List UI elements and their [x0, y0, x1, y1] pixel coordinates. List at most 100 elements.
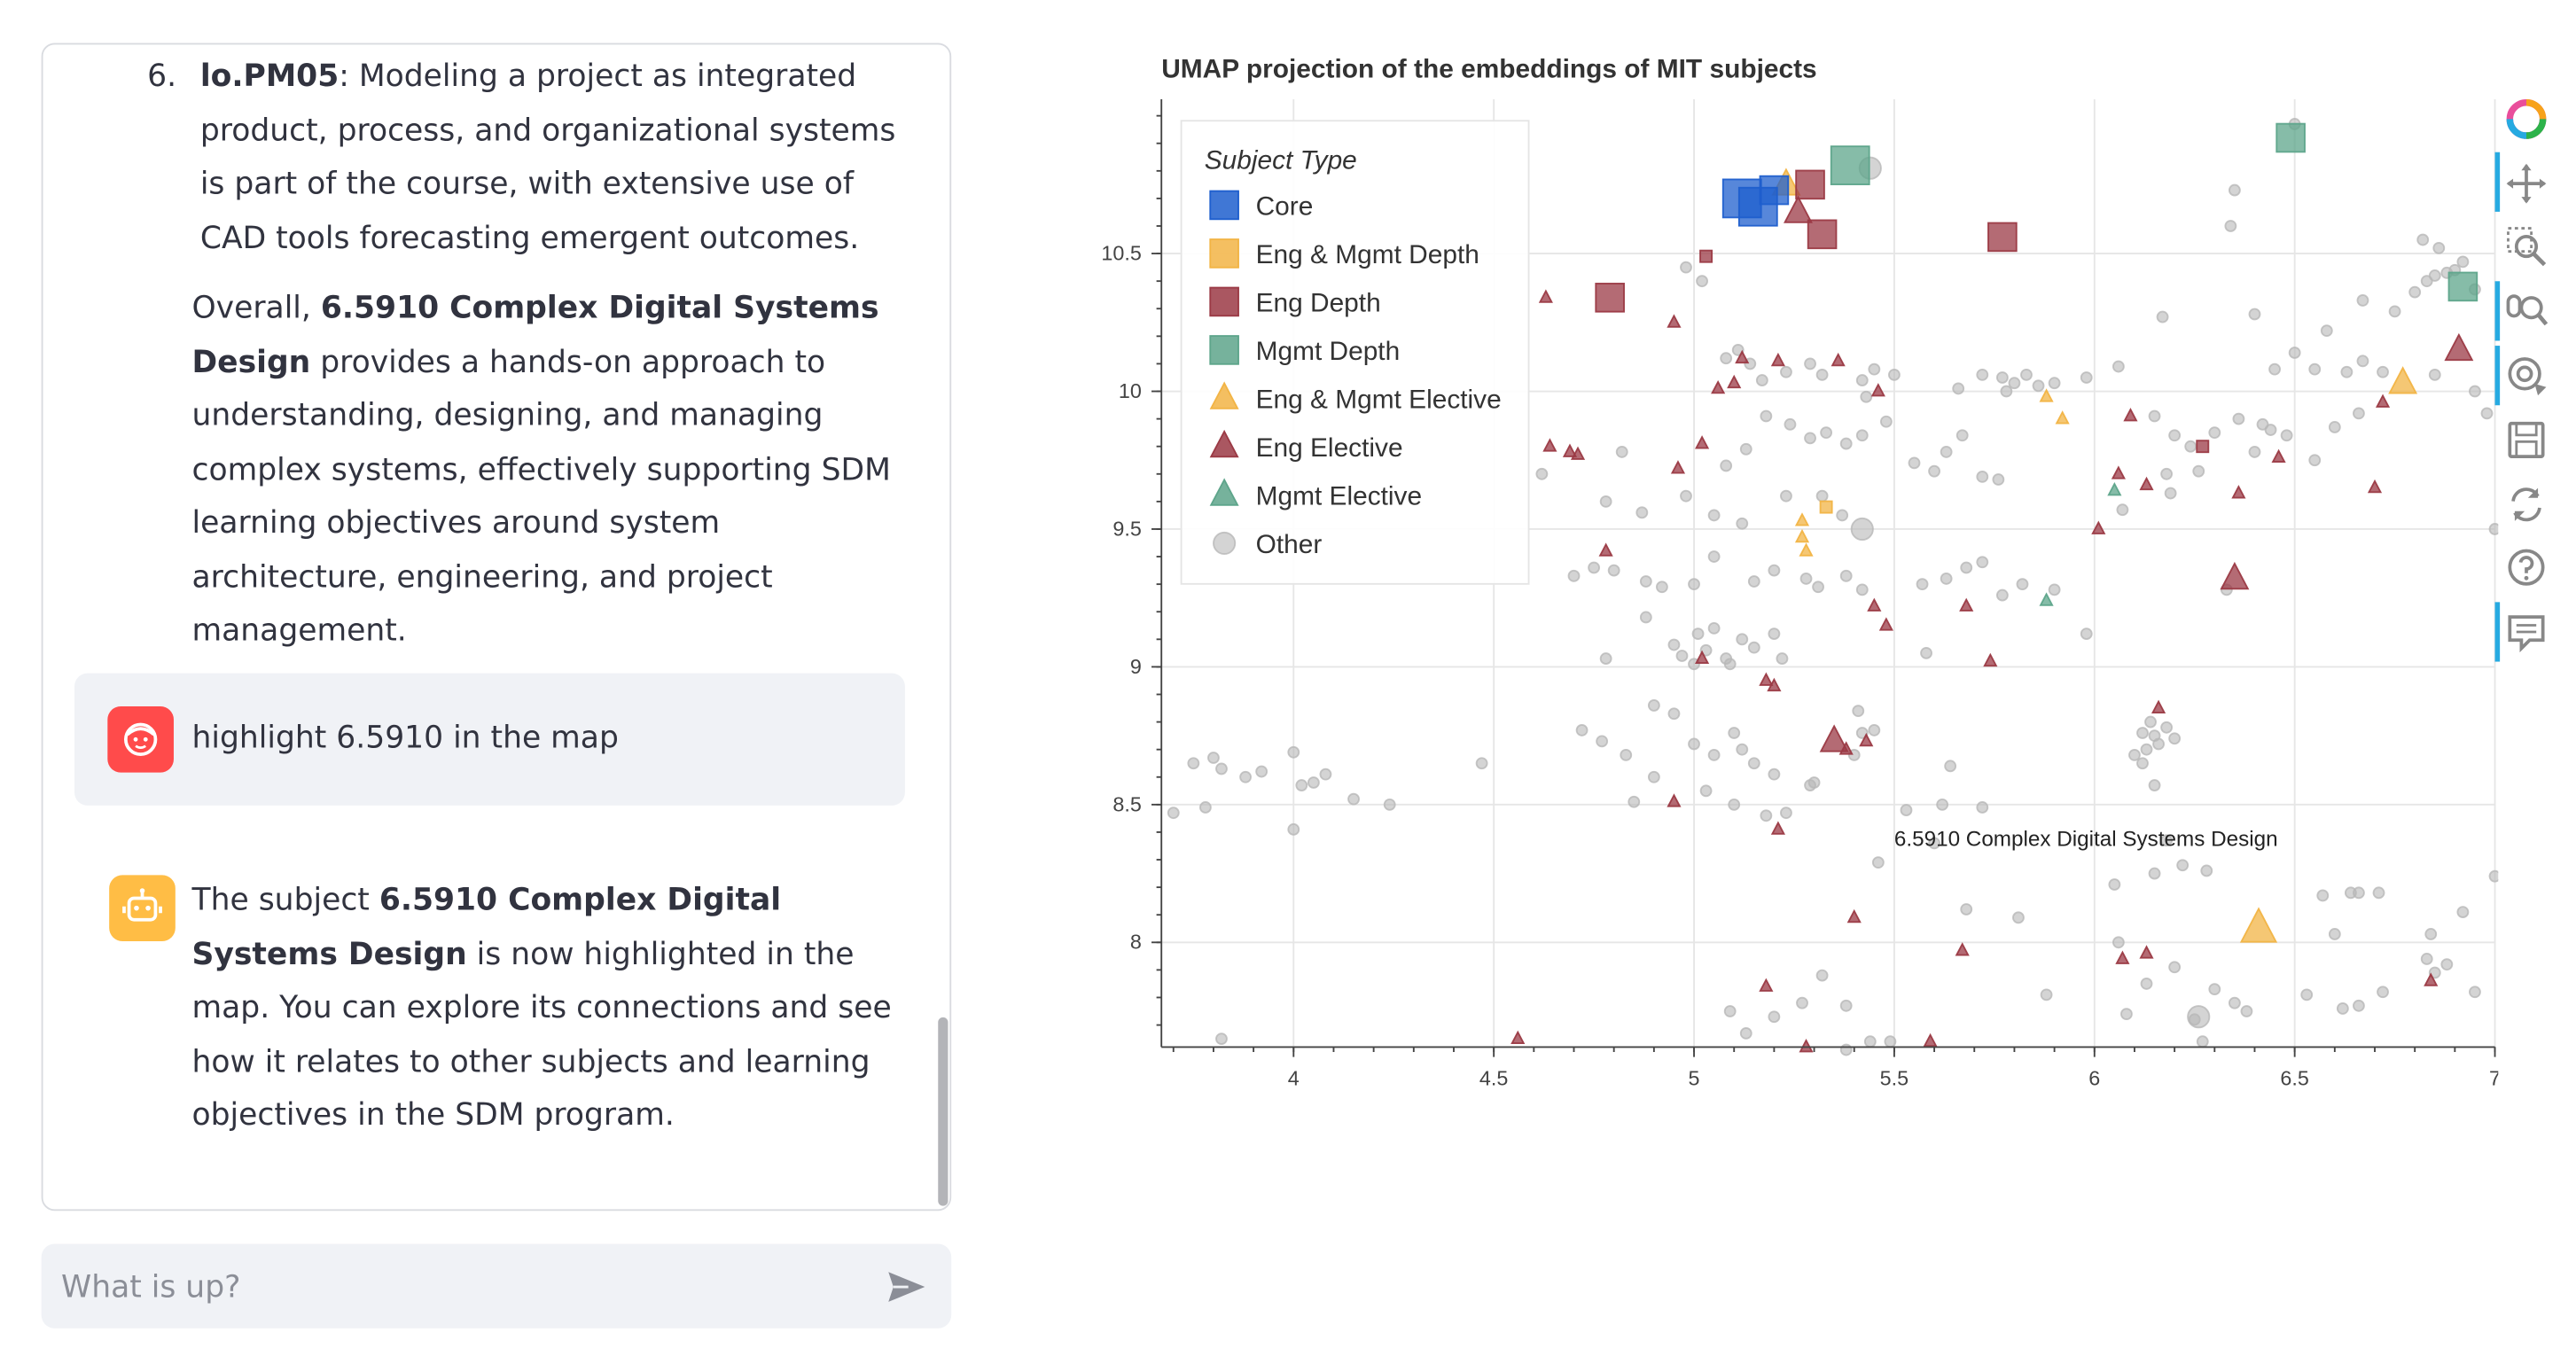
point-other[interactable]: [1804, 357, 1816, 370]
point-other[interactable]: [2032, 379, 2045, 393]
point-other[interactable]: [1815, 489, 1829, 503]
point-other[interactable]: [1720, 459, 1733, 472]
wheel-zoom-icon[interactable]: [2502, 286, 2551, 336]
point-other[interactable]: [1995, 588, 2009, 602]
point-other[interactable]: [2432, 241, 2446, 254]
point-other[interactable]: [1723, 658, 1737, 671]
point-other[interactable]: [2016, 578, 2029, 591]
point-eng-mgmt-elective[interactable]: [1794, 528, 1810, 543]
point-eng-elective[interactable]: [1735, 349, 1750, 364]
point-eng-depth[interactable]: [1987, 222, 2018, 253]
point-other[interactable]: [1198, 801, 1212, 814]
point-eng-elective[interactable]: [2220, 561, 2250, 590]
point-other[interactable]: [2340, 365, 2354, 378]
point-other[interactable]: [1680, 261, 1692, 274]
point-eng-elective[interactable]: [2231, 485, 2246, 499]
point-eng-elective[interactable]: [2115, 950, 2130, 964]
point-other[interactable]: [2268, 362, 2281, 376]
point-other[interactable]: [1319, 768, 1332, 781]
point-other[interactable]: [2224, 220, 2237, 232]
point-other[interactable]: [1916, 578, 1929, 591]
point-other[interactable]: [2140, 743, 2153, 756]
point-other[interactable]: [1667, 707, 1681, 721]
point-other[interactable]: [2388, 305, 2401, 318]
point-other[interactable]: [1976, 470, 1989, 483]
point-other[interactable]: [1868, 362, 1881, 376]
point-other[interactable]: [2168, 732, 2182, 745]
chat-history-panel[interactable]: 6. lo.PM05: Modeling a project as integr…: [41, 43, 952, 1212]
legend-marker-mgmt-depth[interactable]: [1209, 335, 1239, 365]
point-other[interactable]: [1776, 652, 1789, 665]
pan-icon[interactable]: [2502, 159, 2551, 208]
point-eng-mgmt-elective[interactable]: [1794, 512, 1810, 526]
legend-label-eng-depth[interactable]: Eng Depth: [1256, 289, 1381, 318]
point-other[interactable]: [1639, 611, 1652, 624]
point-eng-elective[interactable]: [2151, 699, 2166, 713]
point-other[interactable]: [1900, 804, 1913, 816]
point-other[interactable]: [2336, 1002, 2349, 1015]
point-other[interactable]: [1780, 489, 1792, 503]
point-eng-elective[interactable]: [1846, 908, 1862, 923]
point-other[interactable]: [1760, 809, 1773, 822]
point-other[interactable]: [1755, 374, 1768, 386]
point-other[interactable]: [2372, 886, 2385, 900]
point-other[interactable]: [1728, 798, 1741, 811]
point-other[interactable]: [1768, 564, 1781, 577]
point-other[interactable]: [1995, 371, 2009, 384]
point-other[interactable]: [1707, 621, 1721, 635]
point-other[interactable]: [2008, 377, 2021, 390]
point-other[interactable]: [2420, 953, 2433, 965]
point-other[interactable]: [1215, 1033, 1228, 1046]
point-other[interactable]: [2356, 355, 2369, 368]
point-other[interactable]: [1599, 495, 1612, 508]
point-mgmt-depth[interactable]: [1830, 145, 1870, 185]
point-mgmt-elective[interactable]: [2039, 592, 2054, 606]
point-other[interactable]: [1639, 575, 1652, 588]
point-other[interactable]: [2353, 407, 2365, 420]
point-core[interactable]: [1759, 175, 1790, 206]
point-eng-elective[interactable]: [1770, 352, 1785, 367]
point-other[interactable]: [2456, 255, 2470, 269]
point-other[interactable]: [1747, 757, 1760, 770]
point-other[interactable]: [1760, 409, 1773, 423]
point-other[interactable]: [2148, 409, 2161, 423]
point-other[interactable]: [1863, 1035, 1877, 1048]
legend-marker-eng-depth[interactable]: [1209, 286, 1239, 317]
point-other[interactable]: [1215, 762, 1228, 775]
point-other[interactable]: [2196, 1035, 2209, 1048]
point-eng-elective[interactable]: [1570, 446, 1586, 460]
point-other[interactable]: [1992, 473, 2005, 486]
point-other[interactable]: [1852, 705, 1865, 718]
point-other[interactable]: [1739, 442, 1752, 456]
point-other[interactable]: [1888, 368, 1901, 381]
point-eng-elective[interactable]: [1819, 724, 1849, 752]
point-other[interactable]: [1607, 564, 1620, 577]
umap-scatter-plot[interactable]: 4 4.5 5 5.5 6 6.5 7 8 8.5 9 9.5 10 10.5 6.5910 Compl…: [1058, 91, 2499, 1117]
legend-label-eng-elective[interactable]: Eng Elective: [1256, 433, 1403, 463]
point-other[interactable]: [2112, 936, 2125, 949]
point-other[interactable]: [2416, 233, 2430, 246]
point-other[interactable]: [1347, 792, 1360, 806]
point-other[interactable]: [1804, 779, 1816, 791]
point-other[interactable]: [2136, 727, 2149, 739]
point-eng-mgmt-depth[interactable]: [1819, 500, 1833, 514]
box-zoom-icon[interactable]: [2502, 222, 2551, 271]
point-other[interactable]: [1239, 770, 1252, 783]
point-other[interactable]: [1295, 779, 1308, 791]
point-other[interactable]: [1655, 581, 1668, 594]
point-eng-elective[interactable]: [1799, 1038, 1814, 1053]
point-eng-depth[interactable]: [2196, 440, 2210, 454]
legend-label-core[interactable]: Core: [1256, 192, 1314, 222]
point-other[interactable]: [1815, 969, 1829, 982]
point-eng-elective[interactable]: [1598, 542, 1613, 557]
point-other[interactable]: [1768, 627, 1781, 641]
point-other[interactable]: [2168, 961, 2182, 974]
point-other[interactable]: [2136, 757, 2149, 770]
point-eng-elective[interactable]: [1562, 443, 1578, 457]
point-other[interactable]: [1287, 745, 1300, 759]
point-other[interactable]: [1850, 517, 1874, 542]
point-other[interactable]: [1855, 374, 1869, 386]
point-other[interactable]: [1667, 638, 1681, 651]
legend-label-other[interactable]: Other: [1256, 530, 1323, 559]
point-other[interactable]: [2160, 834, 2174, 847]
